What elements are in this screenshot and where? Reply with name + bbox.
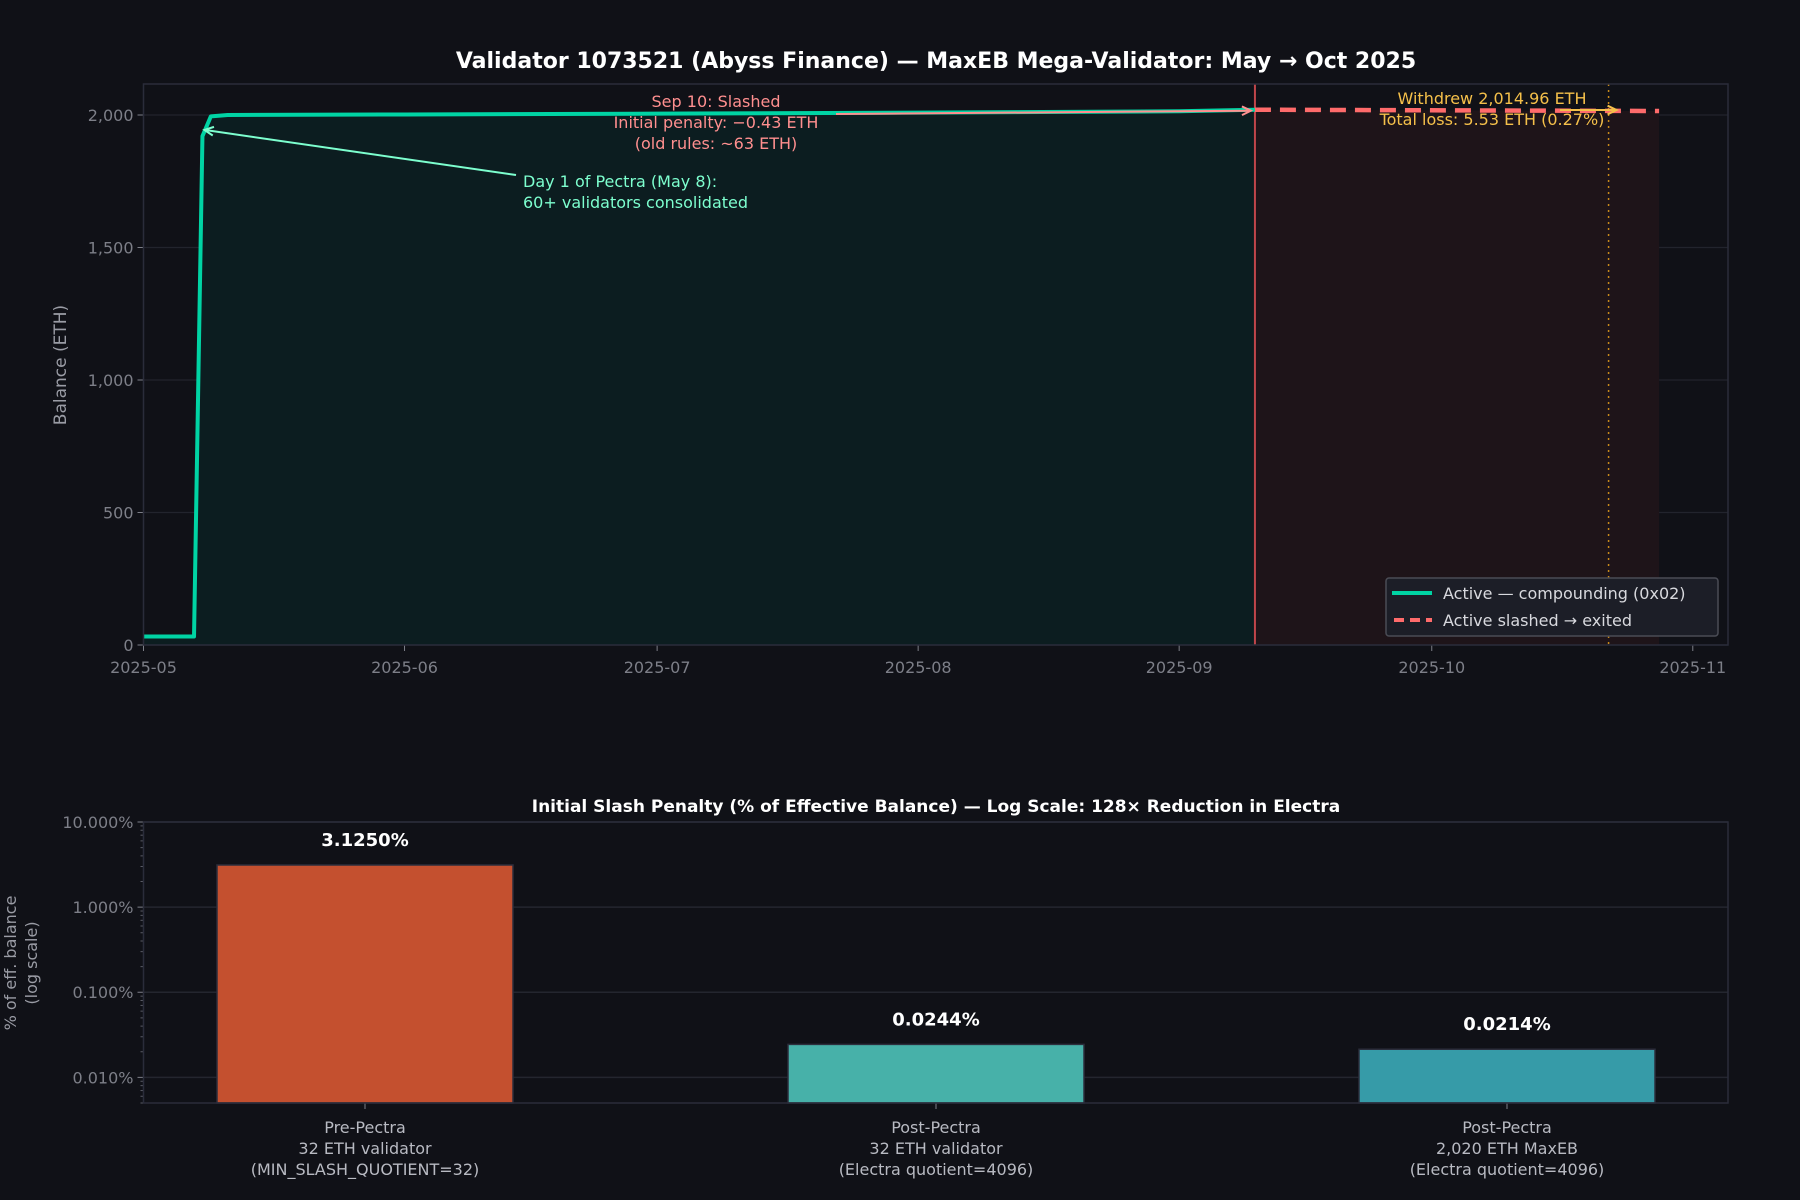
- bar-value-label: 3.1250%: [321, 830, 409, 851]
- arrow-withdraw-head: [1607, 104, 1619, 116]
- x-tick-label: 2025-06: [371, 658, 438, 677]
- annotation-pectra-line-1: Day 1 of Pectra (May 8):: [523, 172, 717, 191]
- bar-value-label: 0.0214%: [1463, 1014, 1551, 1035]
- y-tick-label: 0.010%: [72, 1068, 133, 1087]
- annotation-withdraw: Withdrew 2,014.96 ETH Total loss: 5.53 E…: [1379, 89, 1605, 129]
- arrow-pectra-head: [202, 125, 215, 137]
- y-tick-label: 10.000%: [62, 813, 133, 832]
- y-tick-label: 2,000: [88, 106, 134, 125]
- x-tick-label: 2025-09: [1146, 658, 1213, 677]
- annotation-withdraw-line-1: Withdrew 2,014.96 ETH: [1398, 89, 1587, 108]
- x-tick-label: (Electra quotient=4096): [1410, 1160, 1605, 1179]
- annotation-slash-line-1: Sep 10: Slashed: [652, 92, 781, 111]
- bottom-y-axis-label-line-1: % of eff. balance: [1, 896, 20, 1031]
- x-tick-label: Post-Pectra: [1462, 1118, 1552, 1137]
- top-y-axis-label: Balance (ETH): [51, 305, 71, 425]
- x-tick-label: (Electra quotient=4096): [839, 1160, 1034, 1179]
- balance-plot: 0 500 1,000 1,500 2,000 2025-05 2025-06 2025-07…: [88, 83, 1729, 677]
- bottom-y-axis-label-line-2: (log scale): [22, 921, 41, 1004]
- slashed-area-fill: [1254, 109, 1660, 645]
- annotation-pectra: Day 1 of Pectra (May 8): 60+ validators …: [523, 172, 748, 212]
- arrow-slash-head: [1241, 105, 1254, 117]
- annotation-slash-line-3: (old rules: ~63 ETH): [635, 134, 798, 153]
- active-area-fill: [143, 109, 1255, 645]
- plot-frame: [142, 83, 1729, 646]
- x-tick-label: Post-Pectra: [891, 1118, 981, 1137]
- annotation-slash-line-2: Initial penalty: −0.43 ETH: [614, 113, 819, 132]
- x-tick-label: 32 ETH validator: [869, 1139, 1003, 1158]
- y-tick-label: 500: [103, 504, 134, 523]
- y-tick-label: 1,500: [88, 239, 134, 258]
- x-tick-label: 2025-08: [885, 658, 952, 677]
- bar: [216, 864, 514, 1104]
- bar: [787, 1043, 1085, 1104]
- arrow-pectra: [204, 128, 517, 176]
- y-tick-label: 0: [123, 636, 133, 655]
- penalty-bar-plot: 10.000% 1.000% 0.100% 0.010% 3.1250% Pre-Pect…: [62, 813, 1729, 1180]
- y-tick-label: 0.100%: [72, 983, 133, 1002]
- legend-label-active: Active — compounding (0x02): [1443, 584, 1686, 603]
- arrow-slash: [835, 109, 1251, 115]
- x-tick-label: 2025-11: [1659, 658, 1726, 677]
- legend: Active — compounding (0x02) Active slash…: [1385, 577, 1719, 637]
- annotation-withdraw-line-2: Total loss: 5.53 ETH (0.27%): [1379, 110, 1605, 129]
- annotation-slash: Sep 10: Slashed Initial penalty: −0.43 E…: [614, 92, 819, 153]
- x-tick-label: 2025-05: [110, 658, 177, 677]
- x-tick-label: Pre-Pectra: [324, 1118, 406, 1137]
- bar-value-label: 0.0244%: [892, 1009, 980, 1030]
- annotation-pectra-line-2: 60+ validators consolidated: [523, 193, 748, 212]
- y-tick-label: 1,000: [88, 371, 134, 390]
- bar: [1358, 1048, 1656, 1104]
- y-tick-label: 1.000%: [72, 898, 133, 917]
- x-tick-label: (MIN_SLASH_QUOTIENT=32): [251, 1160, 480, 1180]
- x-tick-label: 2025-07: [624, 658, 691, 677]
- x-tick-label: 2025-10: [1398, 658, 1465, 677]
- top-chart-title: Validator 1073521 (Abyss Finance) — MaxE…: [456, 49, 1416, 74]
- legend-box: [1385, 577, 1719, 637]
- legend-label-slashed: Active slashed → exited: [1443, 611, 1632, 630]
- bar-plot-frame: [142, 821, 1729, 1104]
- x-tick-label: 32 ETH validator: [298, 1139, 432, 1158]
- x-tick-label: 2,020 ETH MaxEB: [1436, 1139, 1578, 1158]
- bottom-chart-title: Initial Slash Penalty (% of Effective Ba…: [532, 797, 1340, 817]
